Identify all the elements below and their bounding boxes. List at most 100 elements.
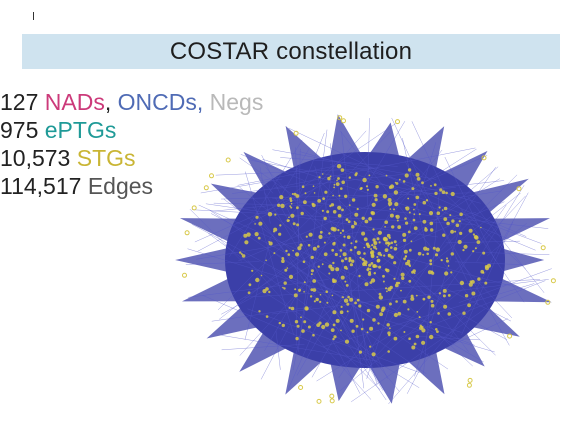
network-node xyxy=(421,328,426,333)
network-edge xyxy=(232,173,412,194)
network-node xyxy=(332,194,334,197)
network-node xyxy=(373,272,376,275)
network-node xyxy=(416,177,421,181)
network-node xyxy=(348,260,351,263)
network-edge xyxy=(200,178,283,194)
network-node xyxy=(380,308,385,312)
network-node xyxy=(254,232,259,237)
network-node xyxy=(322,197,325,200)
network-node xyxy=(251,269,254,272)
network-node xyxy=(339,310,344,314)
network-node xyxy=(268,241,270,243)
network-node xyxy=(440,259,443,262)
network-node xyxy=(429,262,433,266)
network-nodes xyxy=(182,115,556,404)
network-node xyxy=(289,199,293,202)
network-node xyxy=(416,311,419,313)
network-node xyxy=(307,243,311,247)
network-node xyxy=(368,271,371,274)
network-edge xyxy=(388,296,482,405)
network-edge xyxy=(205,203,438,238)
network-node xyxy=(297,246,302,251)
network-node xyxy=(415,334,420,339)
network-node xyxy=(255,277,260,283)
network-node xyxy=(447,312,452,316)
network-node xyxy=(310,273,313,276)
network-node xyxy=(459,212,463,217)
network-peripheral-node xyxy=(225,157,231,163)
network-edge xyxy=(202,295,372,368)
network-node xyxy=(312,185,315,187)
network-node xyxy=(468,228,473,233)
network-node xyxy=(337,229,340,232)
network-node xyxy=(443,304,448,309)
network-node xyxy=(342,252,347,257)
network-node xyxy=(313,192,316,194)
network-node xyxy=(422,200,427,205)
network-node xyxy=(277,203,281,207)
network-node xyxy=(312,333,315,337)
network-node xyxy=(441,190,446,194)
stat-count: 127 xyxy=(0,89,39,115)
network-node xyxy=(393,240,397,244)
network-node xyxy=(360,327,364,331)
network-node xyxy=(402,180,406,183)
network-node xyxy=(303,200,307,205)
network-node xyxy=(484,281,488,285)
network-node xyxy=(349,297,354,302)
network-node xyxy=(308,232,313,237)
network-node xyxy=(295,194,300,198)
network-node xyxy=(378,295,383,300)
network-edge xyxy=(253,168,274,194)
network-node xyxy=(455,223,460,228)
network-node xyxy=(295,252,300,257)
network-node xyxy=(393,312,398,318)
network-node xyxy=(434,191,438,196)
network-edge xyxy=(336,180,365,389)
network-node xyxy=(292,222,296,226)
network-node xyxy=(309,295,313,298)
network-node xyxy=(366,243,369,245)
network-node xyxy=(361,231,366,236)
network-node xyxy=(387,242,391,246)
network-node xyxy=(404,255,408,258)
network-node xyxy=(393,336,398,341)
network-node xyxy=(428,211,434,216)
network-node xyxy=(340,168,345,172)
network-node xyxy=(355,324,359,328)
network-node xyxy=(474,247,477,250)
network-node xyxy=(437,312,440,315)
network-node xyxy=(395,300,398,303)
network-node xyxy=(350,242,353,245)
network-node xyxy=(425,199,429,202)
network-node xyxy=(338,194,341,197)
network-node xyxy=(354,301,357,305)
network-node xyxy=(384,226,386,228)
network-node xyxy=(333,186,335,189)
network-node xyxy=(285,249,288,253)
network-edge xyxy=(251,160,438,196)
network-edge xyxy=(276,253,449,370)
network-node xyxy=(390,246,393,249)
network-node xyxy=(438,206,441,209)
network-node xyxy=(468,282,473,287)
network-edge xyxy=(340,246,507,340)
network-node xyxy=(393,277,396,280)
network-node xyxy=(289,197,292,200)
stat-count: 975 xyxy=(0,117,39,143)
stat-label-edges: Edges xyxy=(87,173,154,199)
network-node xyxy=(482,271,485,274)
network-node xyxy=(435,247,440,252)
network-node xyxy=(356,298,360,302)
network-node xyxy=(387,331,391,335)
network-edge xyxy=(265,167,381,297)
network-node xyxy=(331,294,334,297)
network-node xyxy=(258,221,263,226)
network-node xyxy=(281,323,285,328)
network-node xyxy=(397,225,402,229)
network-edge xyxy=(271,267,427,375)
network-edge xyxy=(411,121,445,192)
network-node xyxy=(362,177,367,183)
stat-label-negs: Negs xyxy=(209,89,264,115)
network-node xyxy=(335,267,340,272)
